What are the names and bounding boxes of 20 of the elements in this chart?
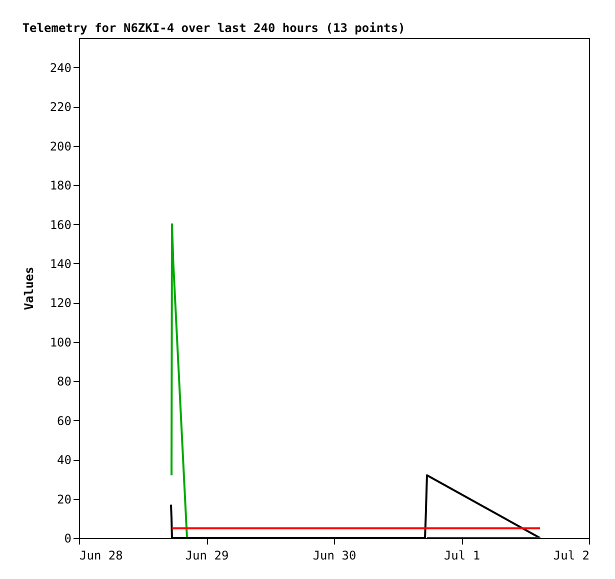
y-tick-label: 60: [57, 414, 72, 428]
y-tick-label: 140: [50, 256, 72, 271]
y-tick-label: 240: [50, 60, 72, 75]
y-tick-label: 180: [50, 178, 72, 193]
y-tick-label: 100: [50, 335, 72, 350]
x-tick-label: Jun 28: [80, 548, 123, 562]
y-tick-label: 20: [57, 492, 72, 506]
x-tick-label: Jul 2: [553, 548, 590, 562]
chart-title: Telemetry for N6ZKI-4 over last 240 hours (13 points): [22, 21, 406, 35]
y-tick-label: 0: [64, 532, 72, 546]
y-tick-label: 120: [50, 296, 72, 310]
y-axis-title: Values: [22, 266, 36, 310]
x-tick-label: Jun 29: [185, 548, 229, 562]
y-tick-label: 220: [50, 100, 72, 114]
y-tick-label: 80: [57, 374, 72, 389]
x-tick-label: Jul 1: [444, 548, 480, 562]
y-tick-label: 160: [50, 218, 72, 232]
y-tick-label: 40: [57, 453, 72, 468]
x-tick-label: Jun 30: [312, 548, 356, 562]
y-tick-label: 200: [50, 139, 72, 154]
